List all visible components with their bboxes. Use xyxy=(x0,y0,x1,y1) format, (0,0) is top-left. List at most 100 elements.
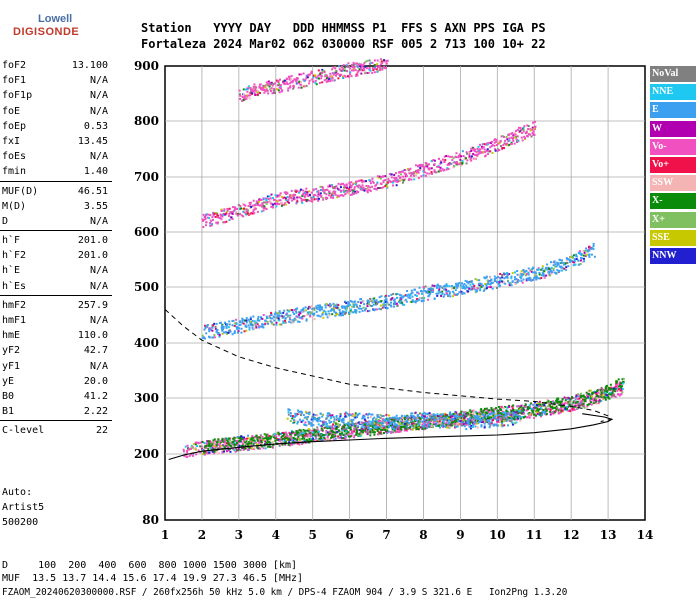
echo-point xyxy=(470,281,473,284)
echo-point xyxy=(467,412,470,415)
echo-point xyxy=(253,439,256,442)
echo-point xyxy=(230,216,233,219)
echo-point xyxy=(454,293,457,296)
echo-point xyxy=(358,421,361,424)
echo-point xyxy=(333,438,336,441)
echo-point xyxy=(421,423,424,426)
echo-point xyxy=(265,197,268,200)
echo-point xyxy=(405,294,408,297)
echo-point xyxy=(560,266,563,269)
echo-point xyxy=(541,410,544,413)
echo-point xyxy=(466,159,469,162)
y-tick-label: 300 xyxy=(134,391,159,405)
echo-point xyxy=(438,288,441,291)
echo-point xyxy=(437,166,440,169)
echo-point xyxy=(436,170,439,173)
echo-point xyxy=(486,410,489,413)
echo-point xyxy=(405,174,408,177)
echo-point xyxy=(349,189,352,192)
echo-point xyxy=(421,163,424,166)
echo-point xyxy=(270,314,273,317)
echo-point xyxy=(417,292,420,295)
echo-point xyxy=(300,199,303,202)
echo-point xyxy=(431,288,434,291)
echo-point xyxy=(325,303,328,306)
echo-point xyxy=(527,405,530,408)
echo-point xyxy=(312,76,315,79)
echo-point xyxy=(225,325,228,328)
echo-point xyxy=(296,196,299,199)
echo-point xyxy=(236,331,239,334)
echo-point xyxy=(405,427,408,430)
echo-point xyxy=(264,319,267,322)
echo-point xyxy=(284,319,287,322)
echo-point xyxy=(294,189,297,192)
echo-point xyxy=(499,412,502,415)
echo-point xyxy=(368,67,371,70)
echo-point xyxy=(351,415,354,418)
echo-point xyxy=(490,145,493,148)
echo-point xyxy=(487,415,490,418)
echo-point xyxy=(213,445,216,448)
echo-point xyxy=(528,411,531,414)
echo-point xyxy=(211,450,214,453)
echo-point xyxy=(374,302,377,305)
echo-point xyxy=(437,165,440,168)
echo-point xyxy=(375,68,378,71)
echo-point xyxy=(484,416,487,419)
echo-point xyxy=(302,307,305,310)
echo-point xyxy=(298,428,301,431)
echo-point xyxy=(302,419,305,422)
x-tick-label: 4 xyxy=(272,528,280,542)
echo-point xyxy=(260,440,263,443)
echo-point xyxy=(324,73,327,76)
echo-point xyxy=(274,439,277,442)
echo-point xyxy=(449,155,452,158)
echo-point xyxy=(319,315,322,318)
echo-point xyxy=(605,394,608,397)
echo-point xyxy=(247,434,250,437)
echo-point xyxy=(459,158,462,161)
echo-point xyxy=(557,270,560,273)
echo-point xyxy=(376,175,379,178)
echo-point xyxy=(354,64,357,67)
echo-point xyxy=(277,317,280,320)
echo-point xyxy=(406,428,409,431)
echo-point xyxy=(258,326,261,329)
echo-point xyxy=(427,298,430,301)
echo-point xyxy=(322,188,325,191)
echo-point xyxy=(445,421,448,424)
echo-point xyxy=(347,192,350,195)
echo-point xyxy=(501,148,504,151)
auto-label: Auto: xyxy=(2,487,33,498)
echo-point xyxy=(352,61,355,64)
echo-point xyxy=(614,390,617,393)
echo-point xyxy=(228,219,231,222)
echo-point xyxy=(310,191,313,194)
echo-point xyxy=(591,398,594,401)
echo-point xyxy=(289,86,292,89)
echo-point xyxy=(422,415,425,418)
echo-point xyxy=(215,322,218,325)
echo-point xyxy=(298,443,301,446)
echo-point xyxy=(488,141,491,144)
echo-point xyxy=(302,193,305,196)
echo-point xyxy=(340,314,343,317)
echo-point xyxy=(375,424,378,427)
echo-point xyxy=(485,143,488,146)
echo-point xyxy=(303,79,306,82)
echo-point xyxy=(283,196,286,199)
echo-point xyxy=(274,433,277,436)
echo-point xyxy=(354,309,357,312)
echo-point xyxy=(303,437,306,440)
param-name: yF2 xyxy=(2,345,21,357)
echo-point xyxy=(281,437,284,440)
echo-point xyxy=(204,324,207,327)
echo-point xyxy=(258,319,261,322)
echo-point xyxy=(206,216,209,219)
echo-point xyxy=(323,434,326,437)
echo-point xyxy=(216,440,219,443)
echo-point xyxy=(305,416,308,419)
echo-point xyxy=(333,303,336,306)
echo-point xyxy=(325,313,328,316)
